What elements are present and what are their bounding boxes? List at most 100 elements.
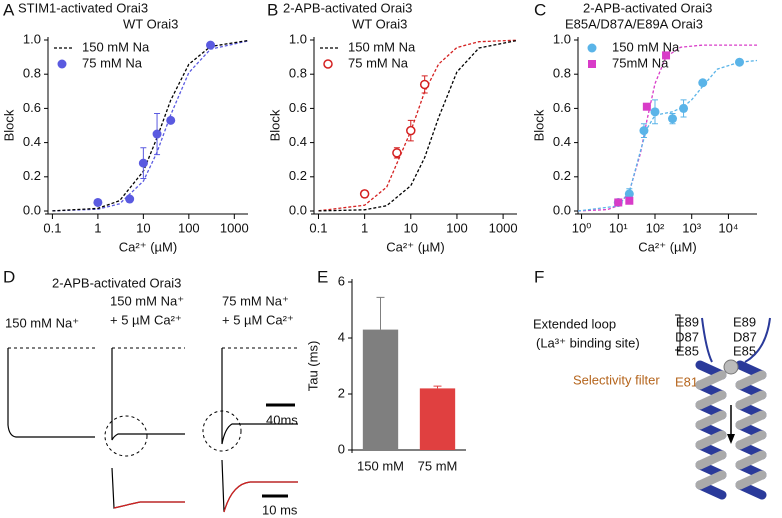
point <box>125 194 135 204</box>
y-tick-label: 1.0 <box>289 31 307 46</box>
legend-label: 75 mM Na <box>82 55 143 70</box>
y-tick-label: 1.0 <box>553 31 571 46</box>
point <box>698 78 708 88</box>
y-tick-label: 0.2 <box>289 168 307 183</box>
y-tick-label: 0.4 <box>289 134 307 149</box>
condition-label: 75 mM Na⁺ <box>222 293 289 308</box>
traces-title: 2-APB-activated Orai3 <box>52 275 181 290</box>
chart-title: 2-APB-activated Orai3 <box>283 0 412 15</box>
legend-label: 75mM Na <box>612 55 669 70</box>
x-tick-label: 10 <box>136 220 150 235</box>
x-axis-label: Ca²⁺ (µM) <box>119 239 177 254</box>
diagram: Extended loop (La³⁺ binding site) E89 D8… <box>533 314 771 500</box>
loop-label: Extended loop <box>533 316 616 331</box>
point <box>206 40 216 50</box>
bar <box>419 388 456 450</box>
y-tick-label: 0.6 <box>289 100 307 115</box>
y-tick-label: 0.0 <box>553 202 571 217</box>
point <box>392 148 402 158</box>
residue-label: E85 <box>733 343 756 358</box>
panel-label: F <box>534 267 544 286</box>
x-tick-label: 100 <box>178 220 200 235</box>
x-tick-label: 75 mM <box>418 458 458 473</box>
error-bar <box>433 385 442 389</box>
point <box>668 114 678 124</box>
point <box>679 103 689 113</box>
y-tick-label: 0.2 <box>553 168 571 183</box>
bracket <box>675 314 681 351</box>
panel-label: C <box>534 0 546 19</box>
x-tick-label: 0.1 <box>43 220 61 235</box>
scale-bar-label: 40ms <box>266 412 298 427</box>
filter-label: Selectivity filter <box>573 372 660 387</box>
point <box>359 189 370 199</box>
point <box>625 196 634 205</box>
point <box>406 125 416 136</box>
y-tick-label: 0 <box>338 441 345 456</box>
x-axis-label: Ca²⁺ (µM) <box>386 239 444 254</box>
x-tick-label: 10³ <box>682 220 701 235</box>
x-tick-label: 100 <box>446 220 468 235</box>
loop <box>701 317 771 363</box>
residue-label: E89 <box>733 314 756 329</box>
arrow-head <box>727 434 735 444</box>
point <box>650 107 660 117</box>
residue-label: D87 <box>733 329 757 344</box>
helix <box>695 360 767 500</box>
y-tick-label: 6 <box>338 273 345 288</box>
point <box>639 126 649 136</box>
x-tick-label: 0.1 <box>309 220 327 235</box>
x-tick-label: 10 <box>404 220 418 235</box>
y-tick-label: 0.6 <box>23 100 41 115</box>
y-axis-label: Block <box>531 109 546 141</box>
point <box>419 79 430 90</box>
legend-label: 150 mM Na <box>82 39 150 54</box>
x-tick-label: 150 mM <box>357 458 404 473</box>
legend-marker <box>57 59 67 69</box>
point <box>734 57 744 67</box>
y-tick-label: 2 <box>338 385 345 400</box>
legend-marker <box>323 59 333 69</box>
trace <box>7 348 95 438</box>
chart-title: STIM1-activated Orai3 <box>18 0 148 15</box>
panel-label: E <box>317 267 328 286</box>
y-tick-label: 0.8 <box>23 66 41 81</box>
traces-panel: 2-APB-activated Orai3 150 mM Na⁺ 150 mM … <box>5 275 298 517</box>
ion <box>723 359 739 375</box>
y-tick-label: 0.0 <box>23 202 41 217</box>
panel-label: A <box>3 0 15 19</box>
y-tick-label: 0.6 <box>553 100 571 115</box>
x-axis-label: Ca²⁺ (µM) <box>638 239 696 254</box>
zoom-circle <box>104 415 148 457</box>
zoom-fit <box>223 481 298 513</box>
legend-marker <box>588 60 596 68</box>
x-tick-label: 10² <box>646 220 665 235</box>
chart-subtitle: WT Orai3 <box>123 16 178 31</box>
x-tick-label: 1 <box>361 220 368 235</box>
x-tick-label: 1 <box>94 220 101 235</box>
x-tick-label: 10¹ <box>609 220 628 235</box>
legend-label: 150 mM Na <box>348 39 416 54</box>
point <box>614 198 623 207</box>
trace <box>221 348 298 445</box>
legend-label: 150 mM Na <box>612 39 680 54</box>
error-bar <box>376 296 385 330</box>
legend-marker <box>587 43 597 53</box>
residue-label: E89 <box>676 314 699 329</box>
chart-title: 2-APB-activated Orai3 <box>583 0 712 15</box>
residue-label: D87 <box>675 329 699 344</box>
y-tick-label: 0.2 <box>23 168 41 183</box>
chart-subtitle: E85A/D87A/E89A Orai3 <box>565 16 703 31</box>
point <box>662 51 671 60</box>
y-tick-label: 0.0 <box>289 202 307 217</box>
y-tick-label: 1.0 <box>23 31 41 46</box>
y-axis-label: Block <box>1 109 16 141</box>
residue-e81: E81 <box>675 374 698 389</box>
point <box>93 197 103 207</box>
y-tick-label: 4 <box>338 329 345 344</box>
condition-label: 150 mM Na⁺ <box>5 315 79 330</box>
y-tick-label: 0.4 <box>553 134 571 149</box>
point <box>624 189 634 199</box>
point <box>642 102 651 111</box>
